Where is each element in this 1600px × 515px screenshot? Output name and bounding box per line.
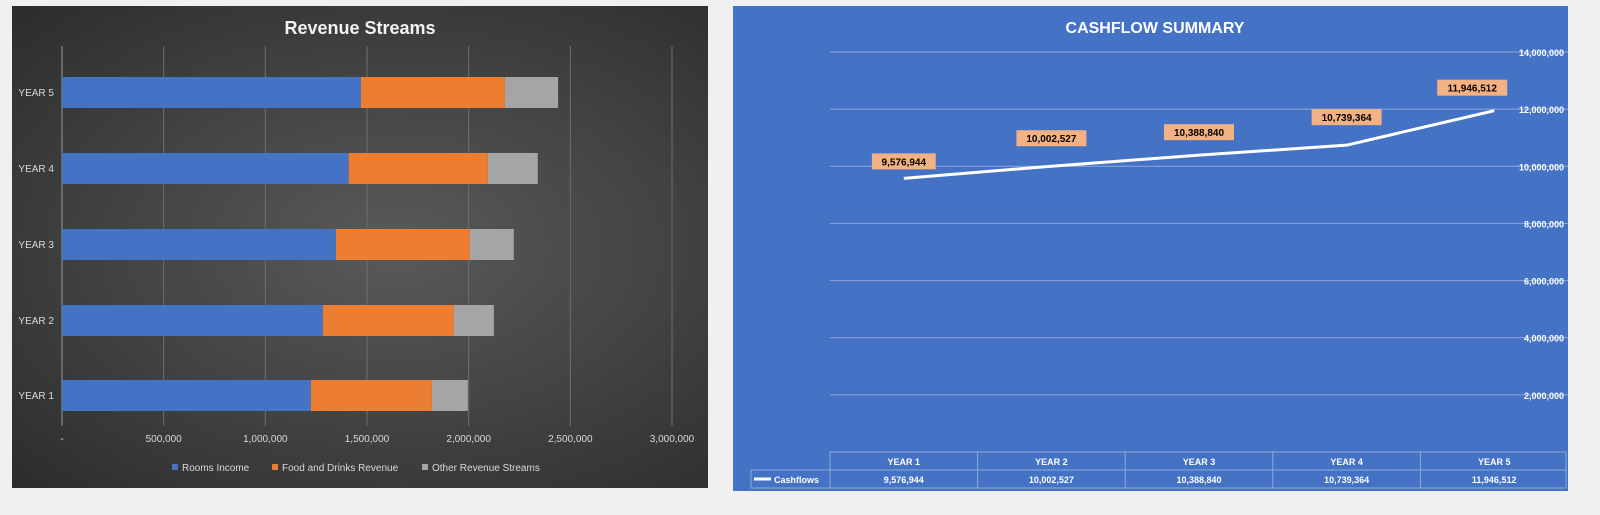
data-label-box — [1164, 124, 1234, 141]
data-label-box — [1437, 79, 1508, 96]
bar-rooms-income — [62, 153, 349, 184]
bar-other-revenue-streams — [453, 305, 494, 336]
y-tick-label: YEAR 5 — [18, 88, 54, 99]
y-tick-label: 14,000,000 — [1519, 48, 1564, 58]
bar-other-revenue-streams — [487, 153, 538, 184]
chart-title: Revenue Streams — [284, 18, 435, 38]
data-table-header: YEAR 4 — [1330, 457, 1363, 467]
chart-title: CASHFLOW SUMMARY — [1066, 20, 1245, 37]
bar-rooms-income — [62, 305, 323, 336]
bar-rooms-income — [62, 77, 361, 108]
data-table-value: 10,739,364 — [1324, 475, 1369, 485]
legend-swatch — [422, 464, 428, 470]
revenue-streams-svg: Revenue Streams - 500,000 1,000,000 1,500,00… — [18, 18, 695, 474]
cashflow-line — [903, 109, 1495, 180]
legend-swatch — [272, 464, 278, 470]
data-table-header: YEAR 2 — [1035, 457, 1068, 467]
x-tick-label: 2,500,000 — [548, 434, 593, 445]
y-tick-label: YEAR 2 — [18, 316, 54, 327]
data-label: 10,002,527 — [1026, 134, 1076, 145]
data-label-box — [1016, 130, 1087, 147]
x-tick-label: 1,000,000 — [243, 434, 288, 445]
bar-other-revenue-streams — [469, 229, 514, 260]
x-tick-label: 500,000 — [146, 434, 183, 445]
y-tick-label: 8,000,000 — [1524, 219, 1564, 229]
y-tick-label: YEAR 3 — [18, 240, 54, 251]
data-label: 10,388,840 — [1174, 128, 1224, 139]
y-tick-label: 2,000,000 — [1524, 391, 1564, 401]
x-tick-label: 3,000,000 — [650, 434, 695, 445]
y-tick-label: YEAR 1 — [18, 391, 54, 402]
y-tick-label: 4,000,000 — [1524, 334, 1564, 344]
data-table-value: 10,002,527 — [1029, 475, 1074, 485]
data-label-box — [1311, 109, 1382, 126]
bar-food-and-drinks-revenue — [335, 229, 470, 260]
data-table-value: 9,576,944 — [884, 475, 924, 485]
bar-food-and-drinks-revenue — [348, 153, 488, 184]
data-table-header: YEAR 1 — [888, 457, 921, 467]
data-label: 11,946,512 — [1447, 84, 1497, 95]
bar-food-and-drinks-revenue — [322, 305, 454, 336]
bar-other-revenue-streams — [431, 380, 468, 411]
data-label: 10,739,364 — [1322, 113, 1372, 124]
cashflow-summary-chart: CASHFLOW SUMMARY 2,000,000 4,000,000 6,000,… — [733, 6, 1568, 491]
x-tick-label: 1,500,000 — [345, 434, 390, 445]
data-label-box — [871, 153, 936, 170]
data-table-value-row — [750, 469, 1567, 489]
y-tick-label: YEAR 4 — [18, 164, 54, 175]
y-tick-label: 10,000,000 — [1519, 162, 1564, 172]
revenue-streams-chart: Revenue Streams - 500,000 1,000,000 1,500,00… — [12, 6, 708, 488]
bar-food-and-drinks-revenue — [360, 77, 505, 108]
legend-label: Cashflows — [774, 475, 819, 485]
x-tick-label: 2,000,000 — [446, 434, 491, 445]
y-tick-label: 6,000,000 — [1524, 277, 1564, 287]
bar-rooms-income — [62, 380, 311, 411]
bar-rooms-income — [62, 229, 336, 260]
data-table-value: 11,946,512 — [1472, 475, 1517, 485]
x-tick-label: - — [60, 434, 63, 445]
bar-other-revenue-streams — [504, 77, 559, 108]
data-table-value: 10,388,840 — [1176, 475, 1221, 485]
legend-label: Other Revenue Streams — [432, 463, 540, 474]
data-label: 9,576,944 — [882, 157, 927, 168]
legend-swatch — [172, 464, 178, 470]
cashflow-summary-svg: CASHFLOW SUMMARY 2,000,000 4,000,000 6,000,… — [750, 20, 1568, 489]
bar-food-and-drinks-revenue — [310, 380, 432, 411]
y-tick-label: 12,000,000 — [1519, 105, 1564, 115]
legend-label: Food and Drinks Revenue — [282, 463, 399, 474]
legend-label: Rooms Income — [182, 463, 250, 474]
data-table-header: YEAR 5 — [1478, 457, 1511, 467]
data-table-header: YEAR 3 — [1183, 457, 1216, 467]
